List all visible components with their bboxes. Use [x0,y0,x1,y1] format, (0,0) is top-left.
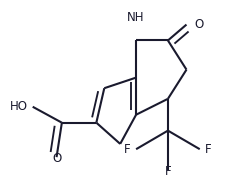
Text: HO: HO [9,100,27,113]
Text: F: F [124,143,130,156]
Text: F: F [164,165,170,178]
Text: NH: NH [127,11,144,24]
Text: F: F [204,143,211,156]
Text: O: O [194,18,203,31]
Text: O: O [52,152,61,165]
